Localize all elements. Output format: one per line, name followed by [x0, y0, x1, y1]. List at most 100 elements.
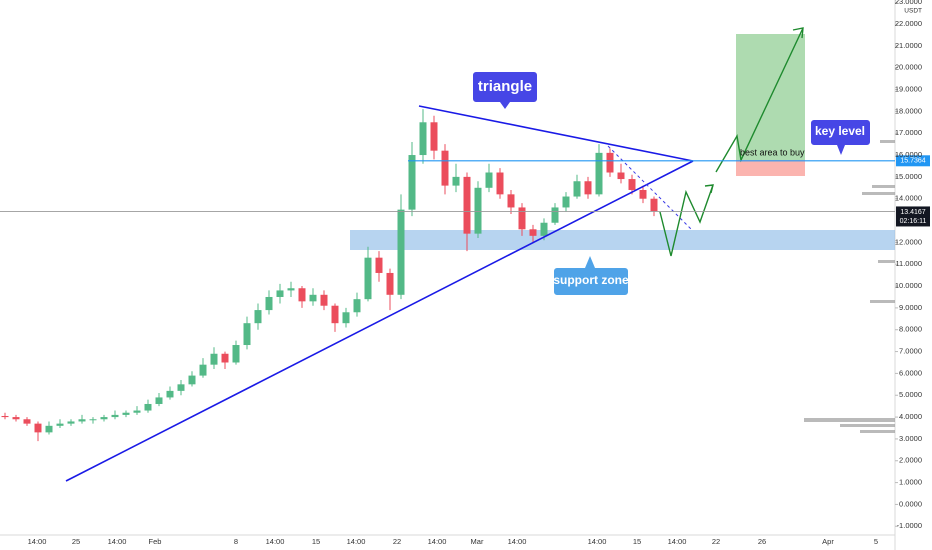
candle-body: [397, 209, 405, 295]
candle-body: [254, 310, 262, 324]
y-tick-label: 14.0000: [895, 194, 922, 203]
candle-body: [562, 196, 570, 208]
y-tick-label: -1.0000: [897, 521, 922, 530]
profile-bar: [878, 260, 895, 263]
key-level-label: key level: [815, 124, 865, 138]
candle-body: [221, 353, 229, 363]
dashed-line: [607, 145, 693, 231]
callout: [473, 72, 537, 109]
candle-body: [276, 290, 284, 297]
trend-line: [65, 160, 694, 482]
candle-body: [122, 412, 130, 415]
candle-body: [441, 150, 449, 186]
y-tick-label: 12.0000: [895, 237, 922, 246]
candle-body: [639, 189, 647, 199]
candle-body: [463, 176, 471, 234]
y-tick-label: 20.0000: [895, 63, 922, 72]
candles: [1, 109, 658, 442]
candle-body: [144, 403, 152, 411]
arrow-head: [704, 184, 714, 194]
x-tick-label: 8: [234, 537, 238, 546]
candle-body: [617, 172, 625, 180]
x-tick-label: 25: [72, 537, 80, 546]
key-level-tag: [896, 155, 930, 167]
candle-body: [210, 353, 218, 365]
candle-body: [78, 419, 86, 422]
y-tick-label: 18.0000: [895, 106, 922, 115]
volume-profile: [804, 140, 895, 433]
last-price-value: 13.4167: [900, 209, 925, 216]
candle-body: [56, 423, 64, 426]
x-tick-label: 14:00: [428, 537, 447, 546]
stop-box: [736, 160, 805, 176]
candle-body: [320, 294, 328, 306]
y-tick-label: 23.0000: [895, 0, 922, 6]
candle-body: [188, 375, 196, 385]
candle-body: [243, 323, 251, 346]
y-tick-label: 10.0000: [895, 281, 922, 290]
support-zone-label: support zone: [553, 273, 629, 287]
y-tick-label: 2.0000: [899, 456, 922, 465]
candle-body: [573, 181, 581, 197]
candle-body: [408, 155, 416, 210]
profile-bar: [860, 430, 895, 433]
y-tick-label: 17.0000: [895, 128, 922, 137]
y-tick-label: 4.0000: [899, 412, 922, 421]
candle-body: [474, 187, 482, 234]
y-tick-label: 1.0000: [899, 478, 922, 487]
candle-body: [342, 312, 350, 324]
candle-body: [177, 384, 185, 391]
y-axis: -1.0000 0.0000 1.0000 2.0000 3.0000 4.0000 5.0…: [895, 0, 922, 530]
candle-body: [111, 414, 119, 418]
projection-path: [715, 27, 804, 173]
candle-body: [12, 417, 20, 420]
candle-body: [331, 305, 339, 324]
candle-body: [485, 172, 493, 188]
y-tick-label: 15.0000: [895, 172, 922, 181]
x-tick-label: 15: [633, 537, 641, 546]
trend-line: [418, 105, 694, 162]
last-price-tag: [896, 206, 930, 227]
candle-body: [298, 288, 306, 302]
currency-label: USDT: [904, 8, 922, 15]
candle-body: [375, 257, 383, 273]
candle-body: [265, 296, 273, 311]
y-tick-label: 21.0000: [895, 41, 922, 50]
candle-body: [34, 423, 42, 433]
x-tick-label: 14:00: [668, 537, 687, 546]
profile-bar: [804, 418, 895, 422]
y-tick-label: 8.0000: [899, 325, 922, 334]
candle-body: [1, 415, 9, 418]
candle-body: [155, 397, 163, 404]
arrow-head: [792, 27, 804, 39]
buy-area-label: best area to buy: [740, 147, 805, 157]
x-tick-label: 14:00: [266, 537, 285, 546]
candle-body: [606, 152, 614, 173]
candle-body: [529, 229, 537, 236]
candle-body: [67, 421, 75, 424]
candle-body: [100, 417, 108, 420]
x-tick-label: Mar: [471, 537, 484, 546]
x-tick-label: 14:00: [347, 537, 366, 546]
candle-body: [232, 345, 240, 363]
candle-body: [166, 390, 174, 398]
candle-body: [89, 419, 97, 421]
profile-bar: [840, 424, 895, 427]
y-tick-label: 16.0000: [895, 150, 922, 159]
support-zone: [350, 230, 895, 250]
candle-body: [23, 419, 31, 424]
candle-body: [45, 425, 53, 433]
y-tick-label: 9.0000: [899, 303, 922, 312]
candle-body: [309, 294, 317, 302]
y-tick-label: 5.0000: [899, 390, 922, 399]
x-tick-label: Feb: [149, 537, 162, 546]
candle-body: [551, 207, 559, 223]
candle-body: [419, 122, 427, 156]
x-tick-label: 22: [712, 537, 720, 546]
countdown: 02:16:11: [900, 218, 927, 225]
y-tick-label: 6.0000: [899, 368, 922, 377]
x-tick-label: 14:00: [508, 537, 527, 546]
candle-body: [628, 179, 636, 190]
x-tick-label: 14:00: [588, 537, 607, 546]
